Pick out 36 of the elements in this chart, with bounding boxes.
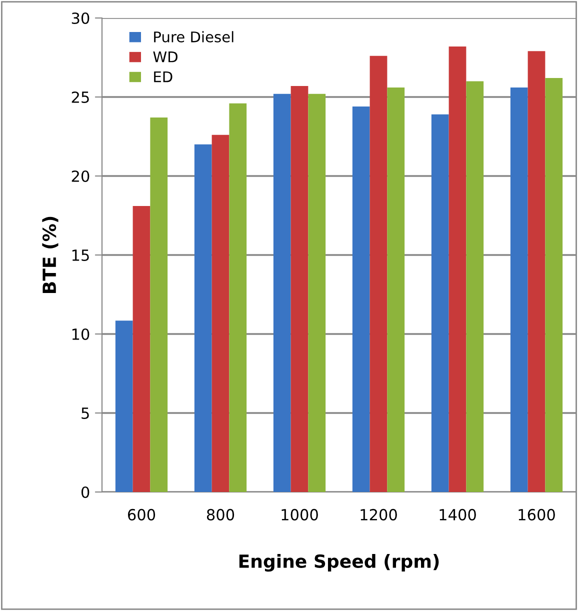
- y-tick-label: 25: [72, 91, 89, 104]
- legend-label: Pure Diesel: [154, 31, 234, 42]
- bar: [370, 56, 388, 492]
- bar: [132, 206, 150, 492]
- x-tick-label: 600: [128, 508, 156, 520]
- y-tick-label: 30: [72, 12, 90, 24]
- bar: [431, 114, 449, 492]
- x-tick-label: 1200: [360, 508, 397, 520]
- bar: [352, 106, 370, 492]
- bar: [510, 88, 528, 492]
- y-tick-label: 15: [72, 250, 89, 262]
- bar: [448, 46, 466, 492]
- y-tick-label: 5: [82, 408, 89, 420]
- bar: [387, 88, 405, 492]
- x-tick-label: 1600: [518, 508, 555, 520]
- bar: [545, 78, 563, 492]
- y-tick-label: 0: [81, 486, 90, 498]
- x-axis-title: Engine Speed (rpm): [239, 554, 439, 572]
- y-tick-label: 20: [72, 170, 90, 182]
- bar: [466, 81, 484, 492]
- bar: [273, 94, 291, 492]
- bar: [528, 51, 546, 492]
- y-axis-title: BTE (%): [42, 216, 58, 293]
- x-tick-label: 1000: [282, 508, 318, 520]
- bar: [194, 144, 212, 492]
- bar: [308, 94, 326, 492]
- x-tick-label: 1400: [440, 508, 476, 520]
- legend-label: WD: [153, 52, 178, 62]
- bar: [290, 86, 308, 492]
- legend-label: ED: [154, 71, 172, 82]
- x-tick-label: 800: [206, 508, 234, 520]
- y-tick-label: 10: [72, 328, 90, 340]
- bar: [229, 103, 247, 492]
- bar: [150, 118, 168, 492]
- bar: [115, 320, 133, 492]
- bar: [212, 134, 230, 492]
